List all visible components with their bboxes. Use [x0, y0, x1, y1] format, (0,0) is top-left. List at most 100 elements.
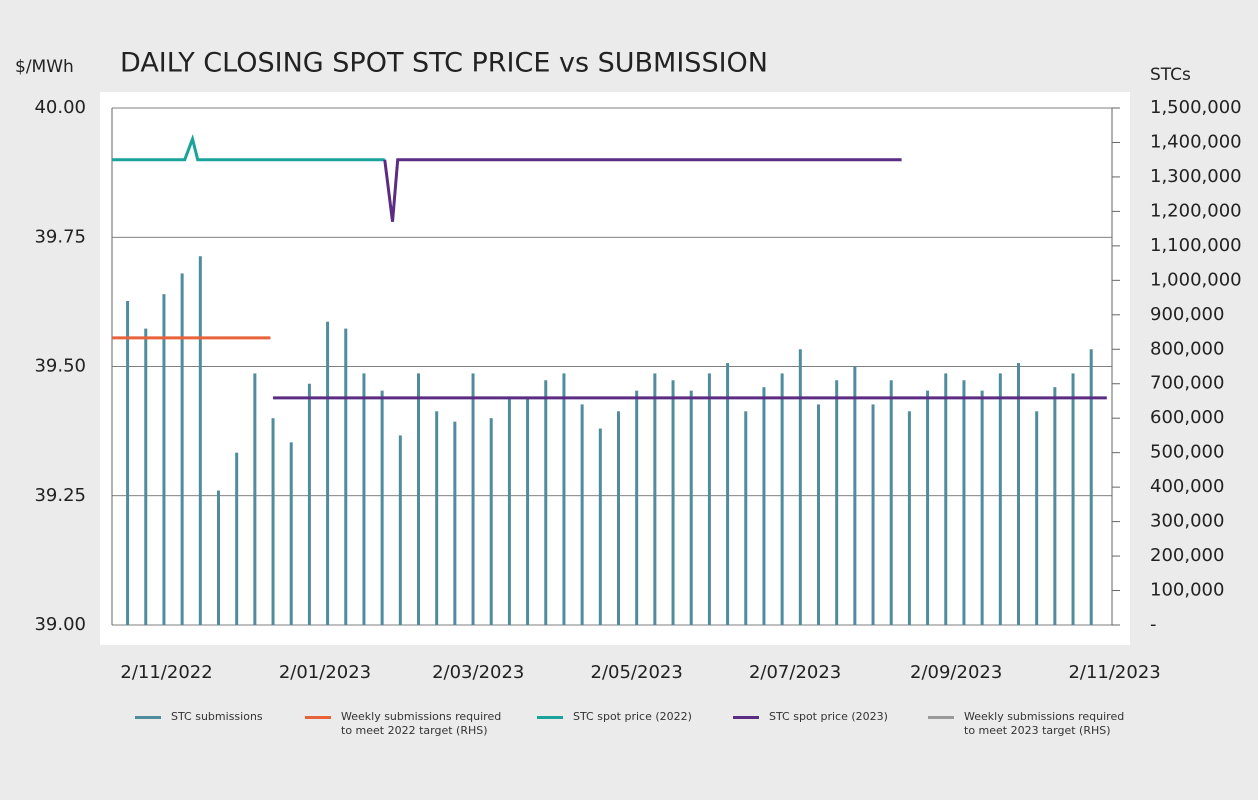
y2-tick-label: 800,000 — [1150, 338, 1224, 359]
x-tick-label: 2/09/2023 — [910, 662, 1002, 683]
bar — [726, 363, 730, 625]
bar — [380, 390, 384, 625]
bar — [744, 411, 748, 625]
bar — [526, 397, 530, 625]
y2-tick-label: 1,100,000 — [1150, 235, 1242, 256]
bar — [198, 256, 202, 625]
bar — [762, 387, 766, 625]
bar — [453, 421, 457, 625]
y2-tick-label: 1,400,000 — [1150, 131, 1242, 152]
bar — [889, 380, 893, 625]
bar — [689, 390, 693, 625]
bar — [616, 411, 620, 625]
y2-tick-label: 300,000 — [1150, 511, 1224, 532]
bar — [144, 328, 148, 625]
y2-tick-label: 500,000 — [1150, 442, 1224, 463]
bar — [635, 390, 639, 625]
bar — [835, 380, 839, 625]
line — [112, 134, 385, 162]
bar — [816, 404, 820, 625]
y-axis-label: $/MWh — [15, 57, 74, 77]
bar — [326, 321, 330, 625]
bar — [562, 373, 566, 625]
bar — [926, 390, 930, 625]
bar — [271, 418, 275, 625]
y-tick-label: 39.25 — [34, 485, 86, 506]
y2-tick-label: 100,000 — [1150, 580, 1224, 601]
bar — [489, 418, 493, 625]
bar — [980, 390, 984, 625]
bar — [798, 349, 802, 625]
y-tick-label: 39.00 — [34, 614, 86, 635]
y2-tick-label: 200,000 — [1150, 545, 1224, 566]
y2-tick-label: 400,000 — [1150, 476, 1224, 497]
bar — [544, 380, 548, 625]
chart-title: DAILY CLOSING SPOT STC PRICE vs SUBMISSI… — [120, 48, 768, 79]
legend-label: STC spot price (2023) — [769, 710, 888, 723]
legend-label: STC submissions — [171, 710, 263, 723]
bar — [998, 373, 1002, 625]
legend-label: Weekly submissions required to meet 2023… — [964, 710, 1125, 737]
bar — [435, 411, 439, 625]
bar — [253, 373, 257, 625]
legend-item: Weekly submissions required to meet 2023… — [928, 710, 1128, 738]
legend-label: STC spot price (2022) — [573, 710, 692, 723]
bar — [653, 373, 657, 625]
y2-tick-label: 900,000 — [1150, 304, 1224, 325]
x-tick-label: 2/03/2023 — [432, 662, 524, 683]
x-tick-label: 2/07/2023 — [749, 662, 841, 683]
y2-tick-label: - — [1150, 614, 1157, 635]
bar — [1016, 363, 1020, 625]
y2-tick-label: 1,300,000 — [1150, 166, 1242, 187]
y2-tick-label: 1,200,000 — [1150, 200, 1242, 221]
bar — [598, 428, 602, 625]
legend: STC submissions Weekly submissions requir… — [0, 710, 1258, 750]
y2-tick-label: 600,000 — [1150, 407, 1224, 428]
legend-swatch — [305, 716, 331, 719]
bar — [216, 490, 220, 625]
bar — [362, 373, 366, 625]
bar — [944, 373, 948, 625]
x-tick-label: 2/11/2022 — [120, 662, 212, 683]
bar — [180, 273, 184, 625]
legend-item: Weekly submissions required to meet 2022… — [305, 710, 505, 738]
bar — [344, 328, 348, 625]
line — [383, 158, 902, 222]
bar — [471, 373, 475, 625]
bar — [307, 383, 311, 625]
legend-swatch — [135, 716, 161, 719]
chart: DAILY CLOSING SPOT STC PRICE vs SUBMISSI… — [15, 48, 1242, 684]
legend-swatch — [928, 716, 954, 719]
legend-label: Weekly submissions required to meet 2022… — [341, 710, 502, 737]
bar — [871, 404, 875, 625]
bar — [907, 411, 911, 625]
y2-axis-label: STCs — [1150, 65, 1191, 85]
y-tick-label: 39.50 — [34, 356, 86, 377]
bar — [580, 404, 584, 625]
bar — [398, 435, 402, 625]
bar — [126, 301, 130, 625]
legend-item: STC submissions — [135, 710, 335, 724]
x-tick-label: 2/11/2023 — [1068, 662, 1160, 683]
bar — [416, 373, 420, 625]
legend-item: STC spot price (2022) — [537, 710, 737, 724]
bar — [1035, 411, 1039, 625]
bar — [671, 380, 675, 625]
bar — [289, 442, 293, 625]
y-tick-label: 39.75 — [34, 226, 86, 247]
x-tick-label: 2/05/2023 — [591, 662, 683, 683]
legend-item: STC spot price (2023) — [733, 710, 933, 724]
bar — [1071, 373, 1075, 625]
x-tick-label: 2/01/2023 — [279, 662, 371, 683]
bar — [853, 366, 857, 625]
bar — [707, 373, 711, 625]
legend-swatch — [537, 716, 563, 719]
bar — [235, 452, 239, 625]
bar — [962, 380, 966, 625]
y2-tick-label: 700,000 — [1150, 373, 1224, 394]
legend-swatch — [733, 716, 759, 719]
bar — [780, 373, 784, 625]
bar — [162, 294, 166, 625]
bar — [1089, 349, 1093, 625]
